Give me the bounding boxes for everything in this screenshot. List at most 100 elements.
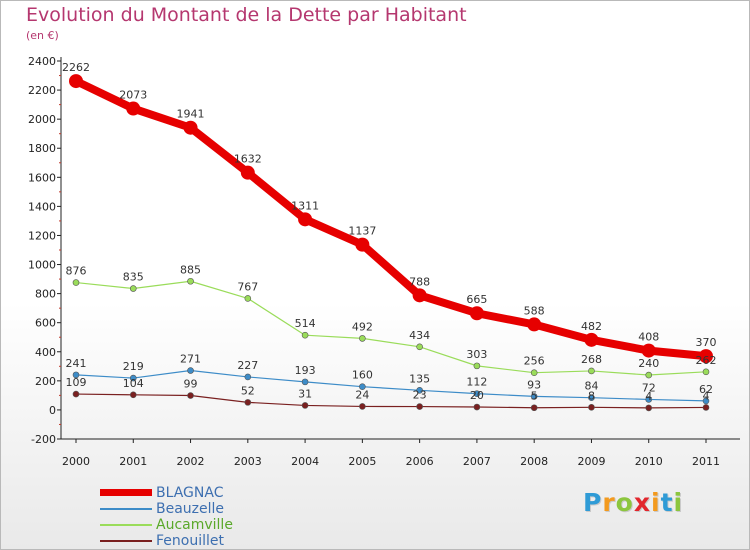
chart-title: Evolution du Montant de la Dette par Hab… [26, 4, 467, 26]
x-tick-label: 2003 [234, 455, 262, 468]
data-point [702, 368, 710, 376]
data-point [359, 335, 366, 342]
data-label: 112 [466, 376, 487, 389]
data-label: 241 [66, 357, 87, 370]
x-tick-label: 2000 [62, 455, 90, 468]
data-label: 256 [524, 355, 545, 368]
data-label: 4 [645, 390, 652, 403]
series-line-fenouillet [75, 393, 707, 409]
data-point [530, 404, 538, 412]
legend-swatch [100, 508, 152, 510]
data-label: 62 [699, 383, 713, 396]
data-point [69, 74, 83, 89]
data-label: 303 [466, 348, 487, 361]
series-line-blagnac [72, 77, 710, 361]
y-tick-label: 800 [35, 288, 56, 301]
data-label: 23 [413, 389, 427, 402]
data-point [72, 279, 80, 286]
data-label: 84 [584, 380, 598, 393]
data-label: 885 [180, 263, 201, 276]
data-point [699, 349, 713, 364]
data-label: 99 [184, 378, 198, 391]
data-point [244, 399, 252, 406]
data-label: 160 [352, 369, 373, 382]
legend-label: Aucamville [156, 517, 233, 533]
data-point [469, 306, 484, 321]
data-point [301, 331, 309, 339]
x-tick-label: 2010 [635, 455, 663, 468]
proxiti-logo: Proxiti [583, 488, 683, 517]
data-label: 767 [237, 280, 258, 293]
data-point [359, 383, 366, 390]
data-label: 271 [180, 353, 201, 366]
chart-subtitle: (en €) [26, 29, 59, 42]
data-label: 135 [409, 372, 430, 385]
legend-item: BLAGNAC [100, 485, 340, 501]
data-label: 2262 [62, 61, 90, 74]
data-label: 262 [696, 354, 717, 367]
y-tick-label: 2200 [28, 84, 56, 97]
data-label: 24 [355, 388, 369, 401]
data-point [645, 404, 653, 412]
data-label: 665 [466, 293, 487, 306]
data-point [645, 396, 653, 403]
data-label: 1632 [234, 153, 262, 166]
data-point [187, 367, 194, 374]
data-label: 109 [66, 376, 87, 389]
data-label: 52 [241, 384, 255, 397]
legend-label: BLAGNAC [156, 485, 224, 501]
data-point [702, 404, 710, 411]
logo-letter: i [651, 488, 661, 517]
data-point [530, 369, 538, 377]
data-point [244, 373, 252, 381]
legend-label: Fenouillet [156, 533, 224, 549]
data-label: 835 [123, 271, 144, 284]
logo-letter: t [660, 488, 674, 517]
data-point [72, 371, 80, 379]
y-tick-label: 1200 [28, 229, 56, 242]
x-tick-label: 2011 [692, 455, 720, 468]
legend-item: Beauzelle [100, 501, 340, 517]
series-line-aucamville [75, 280, 707, 376]
data-label: 72 [642, 381, 656, 394]
data-point [126, 101, 141, 116]
logo-letter: i [673, 488, 684, 517]
data-label: 588 [524, 304, 545, 317]
data-point [416, 343, 423, 351]
data-point [588, 367, 595, 375]
data-label: 482 [581, 320, 602, 333]
data-label: 20 [470, 389, 484, 402]
legend-item: Aucamville [100, 517, 340, 533]
data-point [129, 374, 137, 382]
data-point [584, 332, 599, 347]
data-label: 788 [409, 275, 430, 288]
legend-item: Fenouillet [100, 533, 340, 549]
x-tick-label: 2007 [463, 455, 491, 468]
data-point [416, 403, 423, 410]
data-label: 31 [298, 387, 312, 400]
data-point [641, 343, 656, 358]
data-point [244, 295, 252, 302]
data-point [473, 362, 481, 370]
data-label: 4 [703, 389, 710, 402]
data-point [359, 403, 366, 410]
data-point [473, 403, 481, 411]
data-point [72, 390, 80, 398]
logo-letter: r [602, 488, 616, 517]
data-point [530, 393, 538, 400]
legend-label: Beauzelle [156, 501, 225, 517]
data-point [412, 288, 427, 303]
x-tick-label: 2005 [348, 455, 376, 468]
data-point [355, 237, 370, 252]
y-tick-label: 0 [49, 404, 56, 417]
data-label: 104 [123, 377, 144, 390]
x-tick-label: 2001 [119, 455, 147, 468]
data-label: 492 [352, 320, 373, 333]
legend-swatch [100, 540, 152, 542]
y-tick-label: 400 [35, 346, 56, 359]
data-label: 408 [638, 331, 659, 344]
y-tick-label: 1400 [28, 200, 56, 213]
data-point [301, 402, 309, 409]
y-tick-label: 1800 [28, 142, 56, 155]
